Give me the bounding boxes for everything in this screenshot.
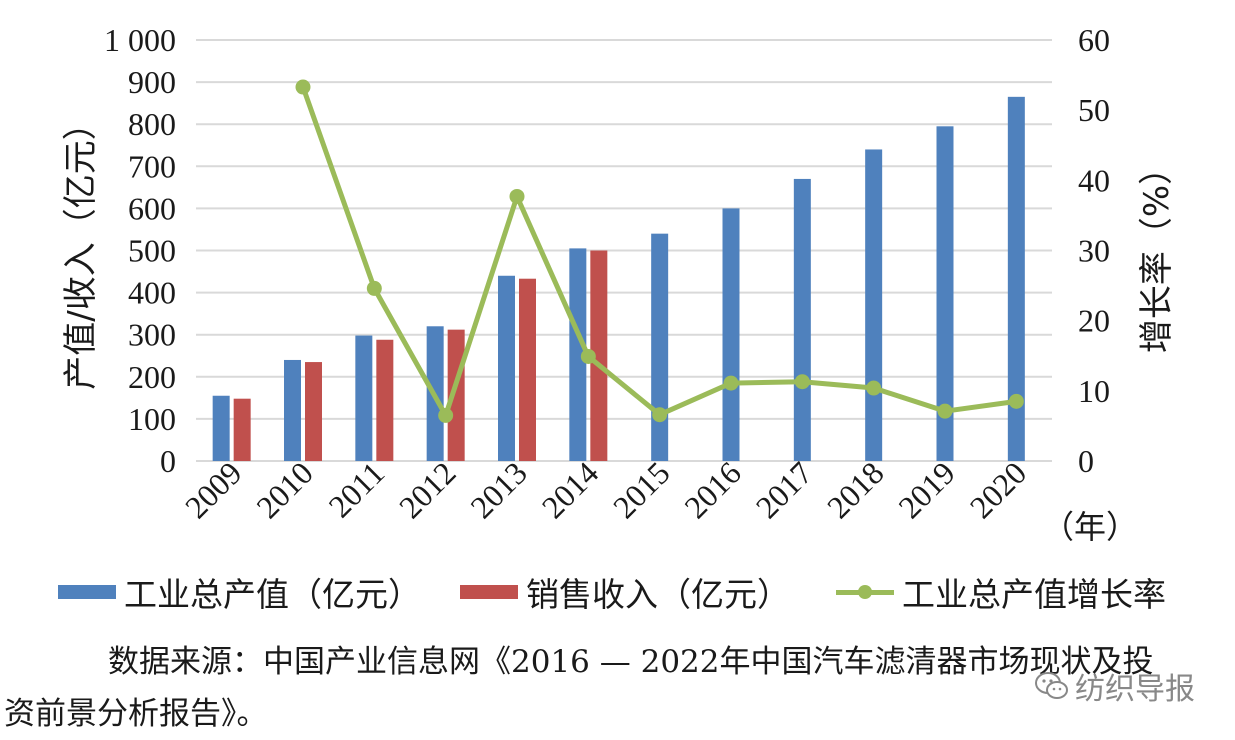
growth-point — [438, 407, 454, 423]
x-tick-label: 2014 — [535, 454, 606, 525]
legend-swatch-sales — [460, 585, 518, 599]
bar-output — [651, 233, 669, 461]
x-tick-label: 2018 — [820, 454, 891, 525]
bar-sales — [305, 362, 322, 461]
gridlines — [196, 39, 1052, 462]
growth-point — [937, 403, 953, 419]
legend-swatch-growth — [836, 582, 894, 602]
right-tick-label: 40 — [1078, 162, 1110, 198]
growth-point — [366, 280, 382, 296]
bar-output — [284, 359, 301, 461]
left-tick-label: 500 — [128, 233, 176, 269]
growth-point — [723, 375, 739, 391]
right-tick-label: 60 — [1078, 22, 1110, 58]
left-tick-label: 300 — [128, 317, 176, 353]
legend-item-sales: 销售收入（亿元） — [460, 568, 790, 616]
bar-sales — [519, 278, 536, 461]
chart-area: 0 100 200 300 400 500 600 700 800 900 1 000 0 10 20 30… — [61, 22, 1177, 545]
wechat-icon — [1035, 672, 1068, 699]
x-tick-label: 2020 — [963, 454, 1034, 525]
bar-output — [936, 126, 954, 462]
left-tick-label: 800 — [128, 106, 176, 142]
x-unit-label: （年） — [1042, 509, 1138, 545]
bars — [212, 96, 1025, 462]
growth-point — [509, 188, 525, 204]
watermark: 纺织导报 — [1035, 664, 1195, 708]
source-note: 数据来源：中国产业信息网《2016 — 2022年中国汽车滤清器市场现状及投 资… — [0, 636, 1235, 740]
bar-output — [865, 149, 883, 461]
x-tick-label: 2009 — [178, 454, 249, 525]
bar-output — [1007, 96, 1025, 462]
right-tick-label: 50 — [1078, 92, 1110, 128]
bar-output — [355, 335, 373, 461]
x-tick-label: 2015 — [606, 454, 677, 525]
left-axis-title: 产值/收入（亿元） — [61, 106, 101, 389]
left-tick-label: 200 — [128, 359, 176, 395]
growth-point — [295, 79, 311, 95]
bar-output — [569, 248, 587, 461]
bar-output — [212, 395, 230, 461]
legend-swatch-output — [58, 585, 116, 599]
right-tick-label: 0 — [1078, 443, 1094, 479]
left-tick-label: 600 — [128, 190, 176, 226]
watermark-text: 纺织导报 — [1075, 672, 1195, 707]
right-tick-label: 30 — [1078, 233, 1110, 269]
right-axis-title: 增长率（%） — [1137, 151, 1177, 353]
x-tick-label: 2011 — [321, 454, 391, 524]
left-tick-label: 1 000 — [104, 22, 176, 58]
x-tick-label: 2017 — [749, 454, 820, 525]
legend-item-growth: 工业总产值增长率 — [836, 568, 1166, 616]
growth-point — [652, 407, 668, 423]
source-line-2: 资前景分析报告》。 — [4, 696, 268, 732]
growth-line — [295, 79, 1024, 423]
legend: 工业总产值（亿元） 销售收入（亿元） 工业总产值增长率 — [58, 568, 1228, 618]
legend-label-growth: 工业总产值增长率 — [902, 575, 1166, 614]
x-tick-label: 2019 — [891, 454, 962, 525]
x-tick-label: 2013 — [463, 454, 534, 525]
left-tick-label: 0 — [160, 443, 176, 479]
left-tick-label: 700 — [128, 148, 176, 184]
right-tick-label: 10 — [1078, 373, 1110, 409]
legend-item-output: 工业总产值（亿元） — [58, 568, 421, 616]
bar-output — [722, 208, 740, 461]
right-tick-label: 20 — [1078, 303, 1110, 339]
bar-sales — [590, 250, 608, 461]
legend-label-output: 工业总产值（亿元） — [124, 575, 421, 614]
growth-point — [794, 374, 810, 390]
growth-point — [866, 380, 882, 396]
growth-point — [580, 348, 596, 364]
source-line-1: 数据来源：中国产业信息网《2016 — 2022年中国汽车滤清器市场现状及投 — [108, 644, 1154, 680]
left-tick-label: 100 — [128, 401, 176, 437]
bar-sales — [376, 339, 394, 461]
legend-label-sales: 销售收入（亿元） — [526, 575, 790, 614]
x-tick-label: 2010 — [249, 454, 320, 525]
left-tick-label: 400 — [128, 275, 176, 311]
growth-point — [1008, 393, 1024, 409]
bar-output — [793, 178, 811, 461]
bar-sales — [233, 398, 251, 461]
x-tick-label: 2012 — [392, 454, 463, 525]
bar-output — [498, 275, 515, 461]
left-tick-label: 900 — [128, 64, 176, 100]
x-tick-label: 2016 — [677, 454, 748, 525]
